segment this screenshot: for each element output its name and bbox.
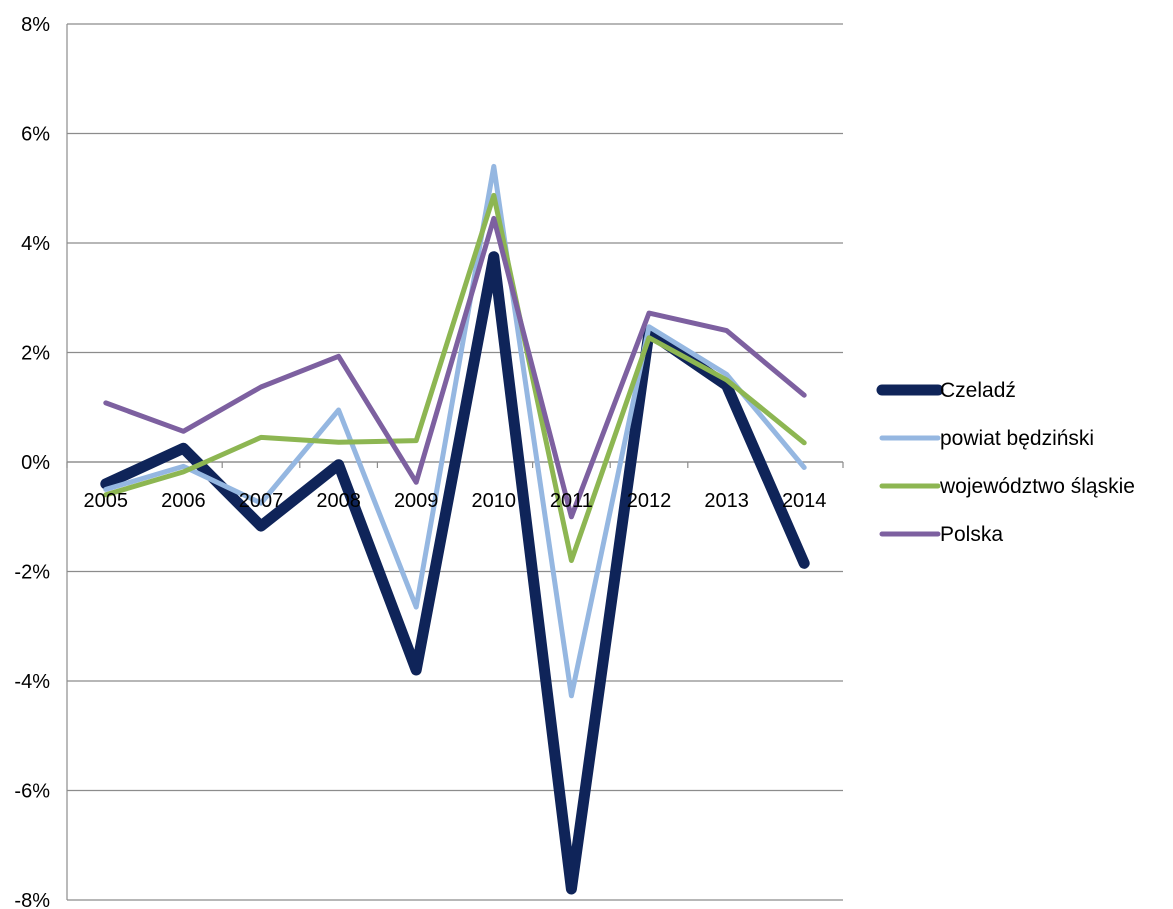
x-tick-label: 2012 [627,490,672,512]
x-tick-label: 2013 [704,490,749,512]
y-tick-label: 6% [21,124,50,146]
legend: Czeladź powiat będziński województwo śląsk… [876,379,1135,546]
legend-label: powiat będziński [940,427,1094,450]
x-tick-label: 2011 [550,490,593,512]
x-tick-label: 2007 [239,490,284,512]
y-tick-label: -6% [14,781,50,803]
y-tick-label: 0% [21,452,50,474]
x-tick-label: 2010 [472,490,517,512]
legend-label: Polska [940,523,1003,546]
x-tick-label: 2008 [316,490,361,512]
y-tick-label: 4% [21,233,50,255]
legend-label: województwo śląskie [939,475,1135,498]
x-axis-tick-labels: 2005 2006 2007 2008 2009 2010 2011 2012 2013 2014 [84,490,827,512]
x-tick-label: 2009 [394,490,439,512]
series-line-4 [103,215,807,520]
x-tick-label: 2005 [84,490,129,512]
series-line-2 [103,163,807,699]
y-axis-tick-labels: -8% -6% -4% -2% 0% 2% 4% 6% 8% [14,14,50,909]
x-tick-label: 2006 [161,490,206,512]
series-line-3 [103,192,807,563]
legend-label: Czeladź [940,379,1016,402]
y-tick-label: 8% [21,14,50,36]
y-tick-label: -4% [14,671,50,693]
y-tick-label: -8% [14,890,50,909]
series-lines [100,163,810,895]
y-tick-label: 2% [21,343,50,365]
y-tick-label: -2% [14,562,50,584]
x-tick-label: 2014 [782,490,827,512]
